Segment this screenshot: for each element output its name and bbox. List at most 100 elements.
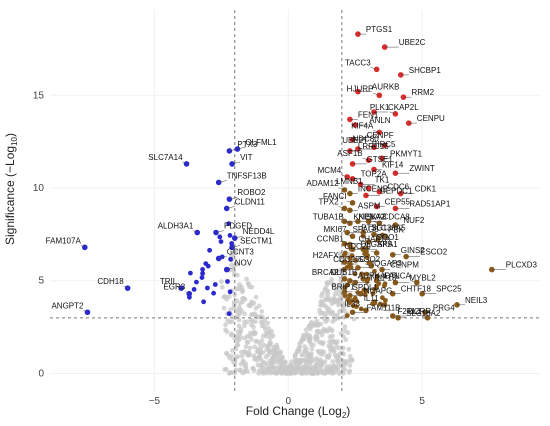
gene-label: TICRR	[407, 307, 432, 316]
nonsig-point	[242, 323, 247, 329]
gene-label: GINS2	[401, 246, 426, 255]
gene-label: PRG4	[433, 303, 455, 312]
gene-label: NCAPG	[364, 287, 392, 296]
nonsig-point	[224, 351, 230, 356]
nonsig-point	[328, 366, 334, 372]
nonsig-point	[324, 292, 330, 298]
grid	[50, 10, 540, 392]
nonsig-point	[252, 344, 258, 350]
gene-point	[376, 129, 383, 136]
nonsig-point	[308, 366, 314, 372]
label-connector	[338, 187, 345, 191]
nonsig-point	[267, 342, 273, 348]
nonsig-point	[319, 293, 324, 299]
nonsig-point	[327, 334, 333, 340]
gene-label: ESCO2	[420, 248, 448, 257]
nonsig-point	[290, 368, 295, 373]
gene-point	[424, 315, 431, 321]
nonsig-point	[253, 312, 258, 318]
nonsig-point	[243, 344, 249, 350]
nonsig-point	[308, 320, 314, 325]
y-axis-title: Significance (−Log10)	[3, 133, 19, 245]
gene-label: CCNB1	[317, 235, 345, 244]
sig-down-point	[211, 290, 217, 296]
x-axis-title: Fold Change (Log2)	[246, 404, 351, 420]
gene-label: IQGAP3	[372, 259, 402, 268]
gene-label: KNL1	[353, 212, 374, 221]
nonsig-point	[301, 352, 306, 358]
nonsig-point	[267, 349, 272, 354]
nonsig-point	[233, 367, 239, 373]
sig-up-point	[380, 295, 385, 301]
nonsig-point	[330, 282, 336, 288]
sig-down-point	[191, 287, 197, 292]
nonsig-point	[253, 305, 259, 311]
nonsig-point	[271, 351, 276, 357]
nonsig-point	[250, 365, 256, 371]
gene-point	[373, 250, 380, 256]
nonsig-point	[254, 349, 260, 355]
gene-label: NEIL3	[465, 296, 488, 305]
gene-label: SGO2	[358, 255, 381, 264]
nonsig-point	[240, 289, 245, 295]
gene-label: BRCA2	[312, 268, 339, 277]
gene-label: TRIL	[160, 277, 178, 286]
nonsig-point	[260, 350, 266, 355]
nonsig-point	[331, 363, 337, 368]
label-connector	[226, 267, 235, 270]
gene-label: HJURP	[347, 84, 374, 93]
gene-label: NEDD4L	[243, 227, 275, 236]
sig-up-point	[352, 271, 358, 277]
nonsig-point	[329, 277, 334, 282]
gene-label: KIF4A	[351, 121, 374, 130]
nonsig-point	[324, 288, 330, 294]
nonsig-point	[226, 294, 232, 299]
gene-label: ANLN	[369, 116, 391, 125]
label-connector	[357, 276, 364, 280]
gene-label: PDGFD	[224, 222, 252, 231]
nonsig-point	[321, 316, 327, 322]
sig-down-point	[201, 299, 207, 305]
label-connector	[378, 233, 385, 237]
nonsig-point	[314, 356, 319, 361]
y-tick-label: 15	[33, 90, 45, 101]
nonsig-point	[342, 324, 348, 330]
label-connector	[218, 180, 227, 183]
gene-label: CEP55	[385, 198, 411, 207]
nonsig-point	[239, 353, 245, 359]
nonsig-point	[253, 294, 259, 300]
label-connector	[359, 308, 367, 311]
nonsig-point	[237, 367, 243, 373]
nonsig-point	[234, 272, 240, 278]
label-connector	[226, 206, 235, 209]
nonsig-point	[239, 349, 245, 355]
gene-label: SGO1	[377, 233, 400, 242]
label-connector	[370, 67, 377, 70]
sig-down-point	[217, 234, 223, 240]
label-connector	[338, 259, 345, 263]
gene-label: DTL	[385, 272, 401, 281]
nonsig-point	[318, 357, 323, 363]
y-tick-label: 10	[33, 183, 45, 194]
nonsig-point	[330, 359, 336, 364]
gene-label: CDC25C	[333, 255, 365, 264]
sig-up-point	[354, 304, 359, 309]
nonsig-point	[337, 345, 342, 351]
gene-label: AURKA	[358, 272, 386, 281]
label-connector	[362, 157, 369, 161]
nonsig-point	[329, 338, 335, 344]
gene-label: PTTG1	[361, 224, 387, 233]
nonsig-point	[228, 332, 234, 338]
gene-label: PBK	[388, 225, 405, 234]
nonsig-point	[232, 358, 238, 364]
nonsig-point	[262, 317, 268, 323]
sig-up-point	[362, 292, 368, 297]
sig-down-point	[226, 311, 232, 317]
nonsig-point	[334, 339, 340, 345]
nonsig-point	[293, 367, 299, 372]
gene-label: FEN1	[358, 110, 379, 119]
sig-down-point	[200, 267, 206, 272]
sig-down-point	[227, 289, 233, 295]
nonsig-point	[341, 359, 347, 365]
gene-label: ROBO2	[237, 188, 266, 197]
